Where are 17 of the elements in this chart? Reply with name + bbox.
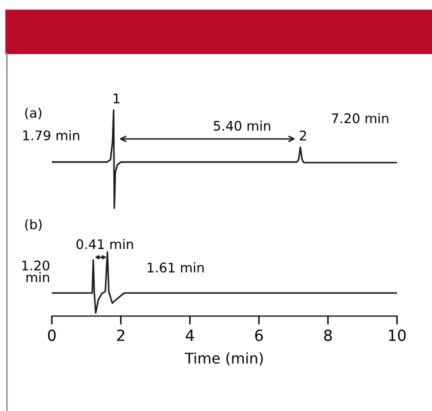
annotation: 5.40 min <box>214 120 270 131</box>
annotation: 1.79 min <box>23 130 80 140</box>
annotation: 1.61 min <box>148 262 204 273</box>
x-tick-label: 6 <box>255 330 263 342</box>
x-axis-title: Time (min) <box>184 352 263 366</box>
annotation: 2 <box>300 130 306 140</box>
annotation: 0.41 min <box>76 238 133 250</box>
x-tick-label: 2 <box>117 330 124 341</box>
text: 1.20 min <box>22 260 50 282</box>
x-tick-label: 8 <box>324 330 332 342</box>
annotation: 1 <box>114 94 120 104</box>
x-tick-label: 10 <box>388 330 406 342</box>
text: (b) <box>25 219 42 231</box>
x-tick-label: 0 <box>48 330 56 342</box>
annotation: 7.20 min <box>332 113 388 124</box>
x-tick-label: 4 <box>186 330 194 341</box>
text: (a) <box>25 108 42 120</box>
